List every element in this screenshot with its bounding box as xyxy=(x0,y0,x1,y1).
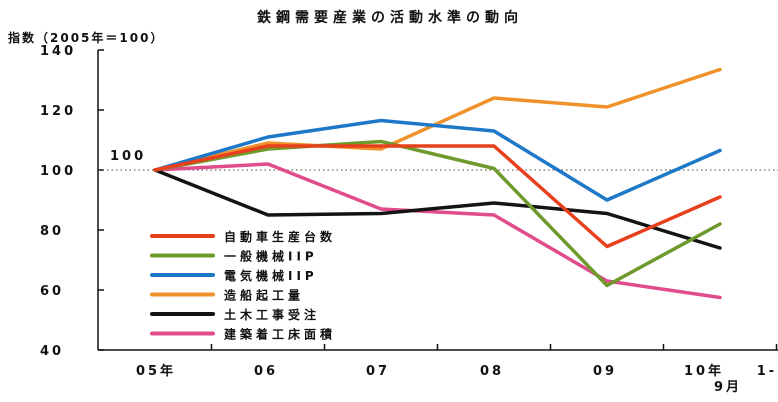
x-tick-label: 08 xyxy=(480,364,504,379)
legend-label: 一般機械IIP xyxy=(224,249,318,264)
series-line xyxy=(153,118,722,202)
x-tick-label: 06 xyxy=(254,364,278,379)
x-tick-label: 10年 1-9月 xyxy=(684,363,777,395)
series-line xyxy=(153,162,722,300)
series-line xyxy=(153,67,722,172)
y-tick-label: 140 xyxy=(40,44,76,59)
y-tick-label: 100 xyxy=(40,164,76,179)
series-line xyxy=(153,139,722,288)
y-tick-label: 80 xyxy=(40,224,64,239)
y-tick-label: 40 xyxy=(40,344,64,359)
series-line xyxy=(153,144,722,249)
axes: 40 60 80 100 120 140 05年 06 07 08 09 10年 1-9月 xyxy=(40,44,778,395)
legend-label: 建築着工床面積 xyxy=(223,327,336,342)
legend-label: 土木工事受注 xyxy=(224,307,320,322)
x-tick-label: 05年 xyxy=(136,363,176,379)
legend-label: 自動車生産台数 xyxy=(224,229,336,244)
y-tick-label: 120 xyxy=(40,104,76,119)
x-tick-label: 09 xyxy=(593,364,617,379)
reference-line: 100 xyxy=(98,149,778,171)
reference-label: 100 xyxy=(110,149,146,164)
x-tick-label: 07 xyxy=(366,364,390,379)
y-axis-label: 指数（2005年＝100） xyxy=(8,30,164,45)
legend-label: 電気機械IIP xyxy=(224,268,318,283)
y-tick-label: 60 xyxy=(40,284,64,299)
series-lines xyxy=(153,67,722,300)
series-line xyxy=(153,168,722,250)
legend-label: 造船起工量 xyxy=(224,288,304,303)
chart-title: 鉄鋼需要産業の活動水準の動向 xyxy=(257,9,523,26)
